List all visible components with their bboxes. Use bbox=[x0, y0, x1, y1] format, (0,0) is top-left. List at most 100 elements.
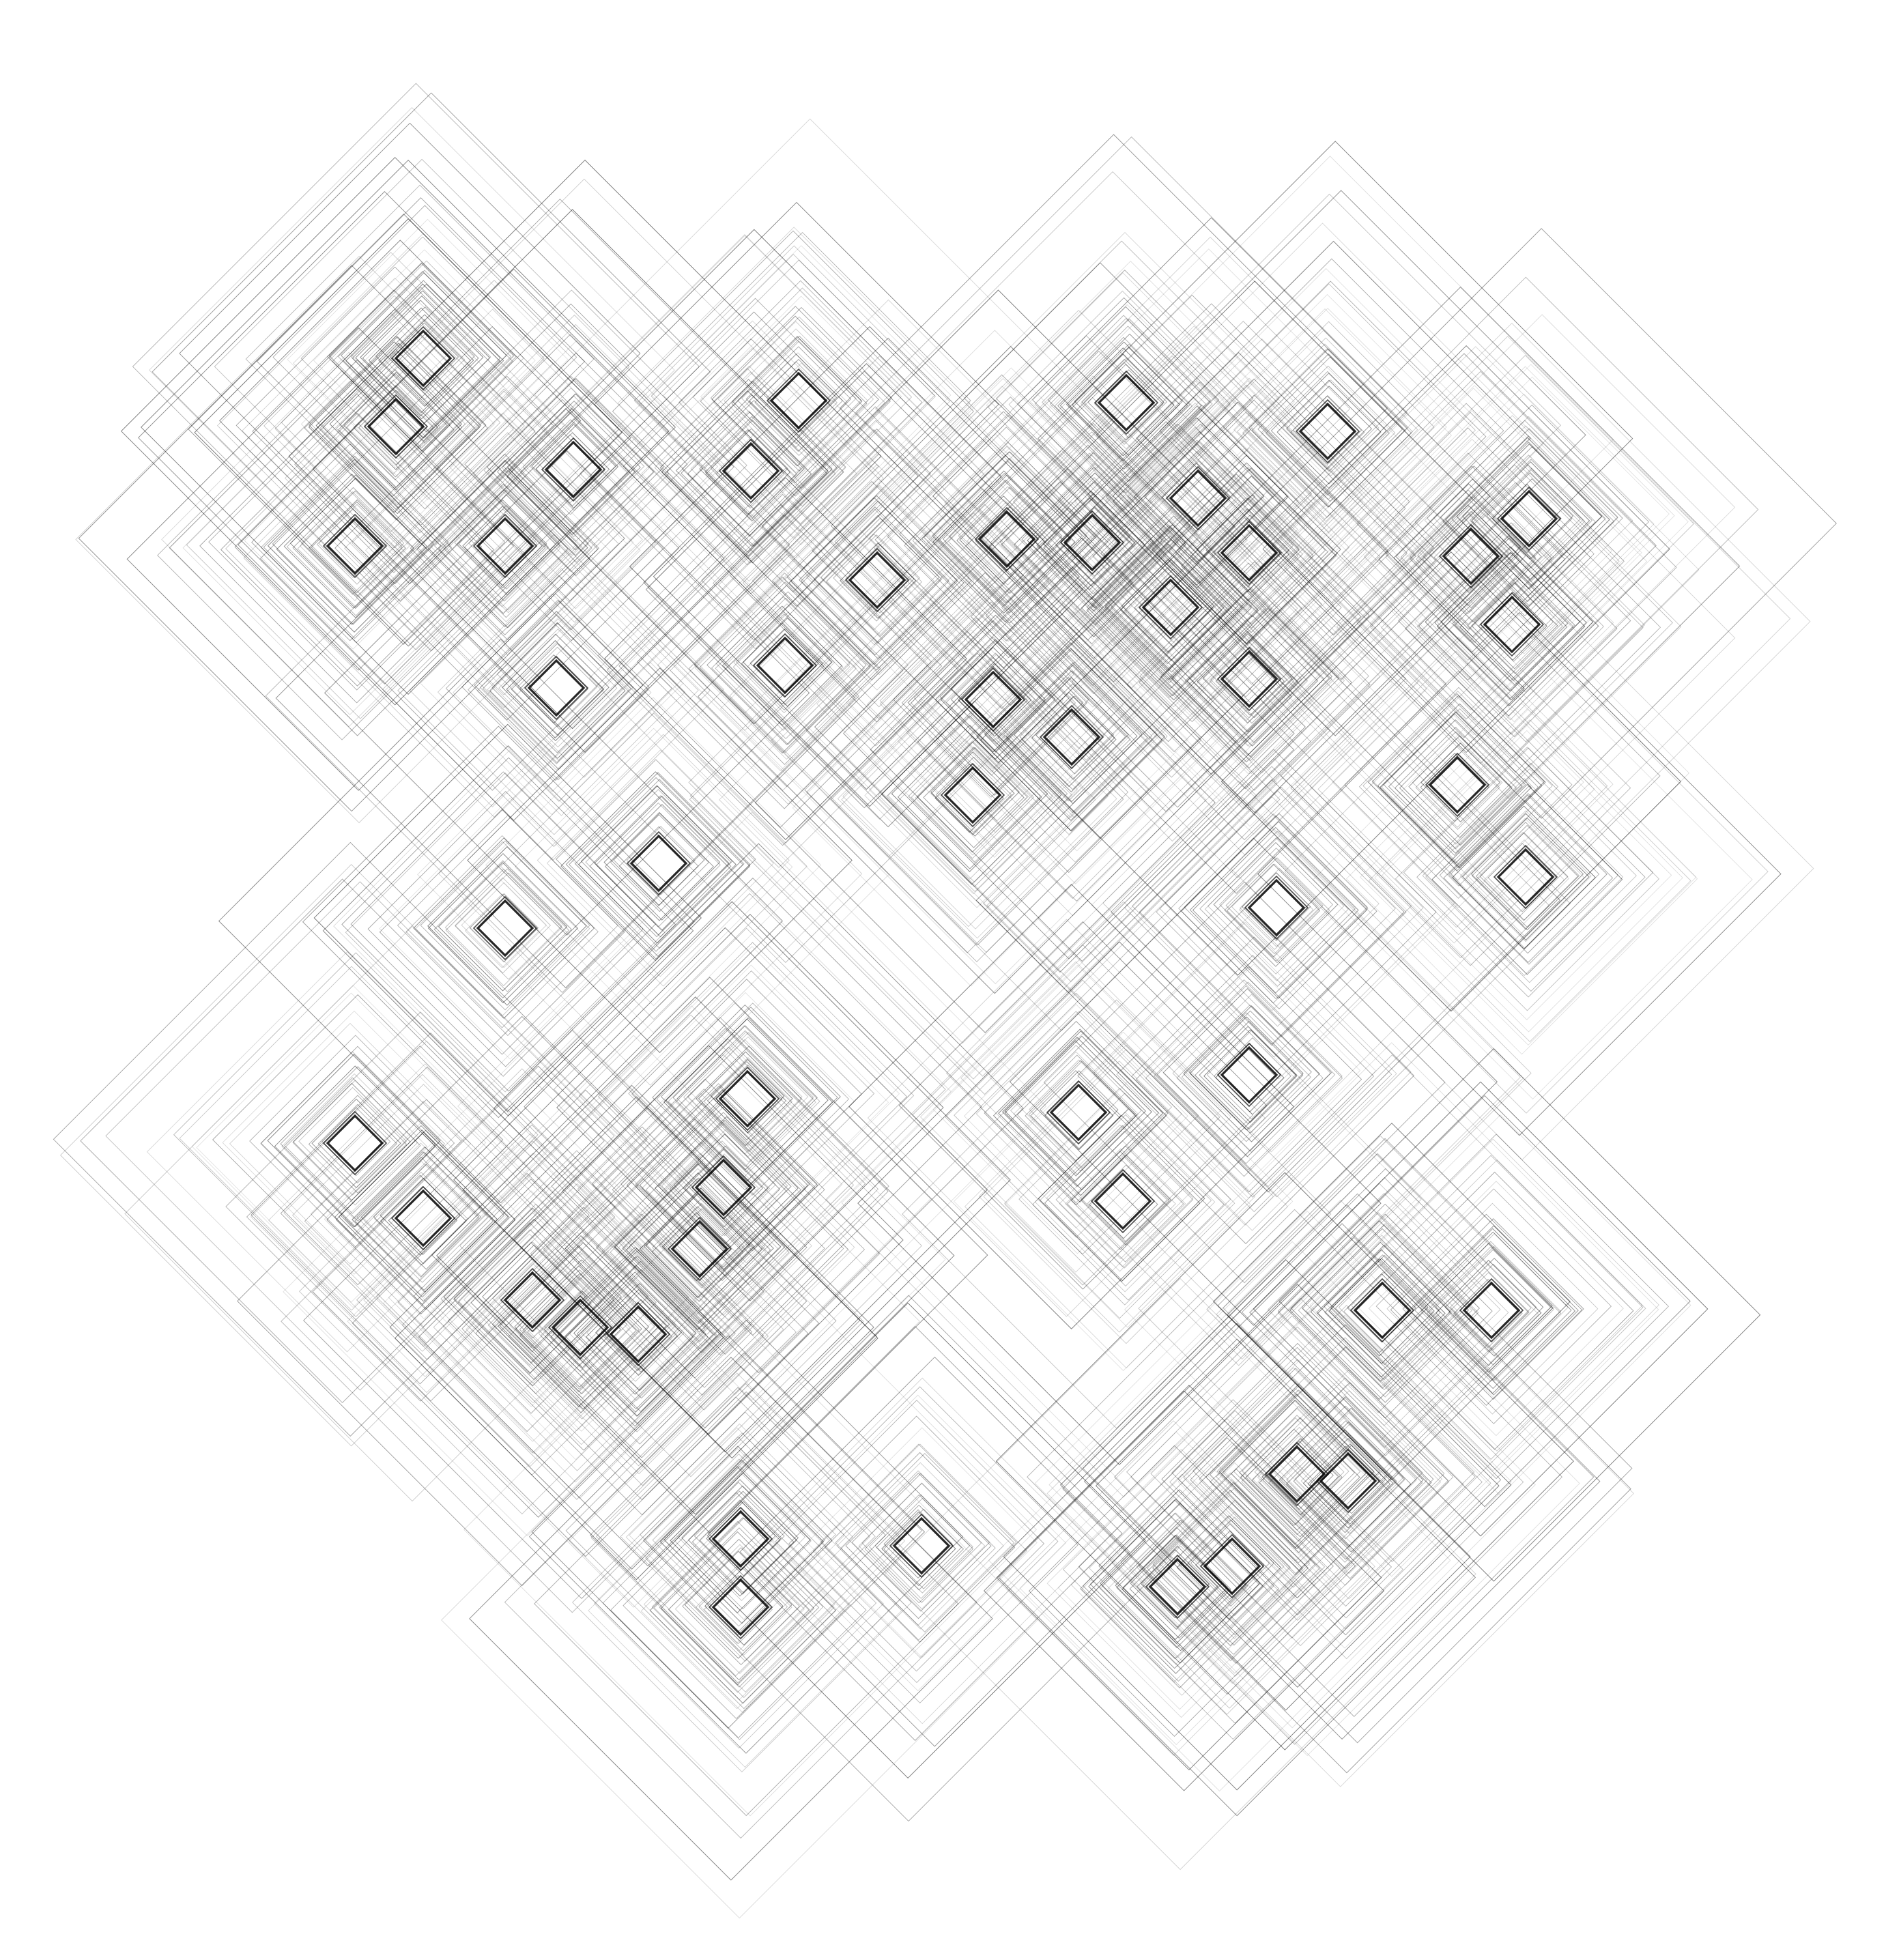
diamond-ring bbox=[430, 470, 582, 622]
diamond-ring bbox=[350, 771, 656, 1077]
diamond-ring bbox=[651, 1206, 744, 1299]
diamond-ring bbox=[1239, 872, 1314, 947]
diamond-ring bbox=[1093, 529, 1244, 680]
diamond-ring bbox=[298, 1086, 408, 1196]
diamond-ring bbox=[1048, 499, 1427, 878]
diamond-ring bbox=[1422, 768, 1637, 983]
diamond-ring bbox=[1175, 280, 1487, 592]
diamond-ring bbox=[496, 385, 1075, 964]
diamond-ring bbox=[550, 1250, 724, 1424]
diamond-ring bbox=[1077, 907, 1414, 1244]
diamond-ring bbox=[292, 1080, 418, 1206]
diamond-ring bbox=[379, 809, 625, 1055]
diamond-ring bbox=[844, 547, 910, 613]
diamond-ring bbox=[1216, 1389, 1381, 1553]
diamond-ring bbox=[1210, 1345, 1483, 1619]
diamond-ring bbox=[1098, 1437, 1356, 1695]
diamond-ring bbox=[1286, 1421, 1412, 1547]
diamond-ring bbox=[1005, 670, 1138, 803]
diamond-ring bbox=[1141, 578, 1200, 637]
diamond-ring bbox=[1175, 475, 1328, 629]
diamond-ring bbox=[1358, 687, 1558, 887]
diamond-ring bbox=[234, 423, 483, 671]
diamond-ring bbox=[792, 629, 1150, 987]
diamond-ring bbox=[1004, 1081, 1251, 1328]
diamond-ring bbox=[1405, 522, 1618, 735]
diamond-ring bbox=[1245, 1428, 1343, 1526]
diamond-ring bbox=[1183, 1367, 1404, 1588]
diamond-ring bbox=[629, 1178, 765, 1315]
diamond-ring bbox=[1233, 1369, 1464, 1600]
diamond-ring bbox=[609, 299, 1168, 858]
diamond-ring bbox=[1047, 318, 1212, 482]
diamond-ring bbox=[690, 410, 808, 528]
diamond-ring bbox=[581, 1276, 696, 1391]
diamond-ring bbox=[960, 667, 1026, 732]
diamond-ring bbox=[543, 1291, 621, 1368]
diamond-ring bbox=[1044, 338, 1480, 774]
diamond-ring bbox=[1031, 696, 1115, 780]
diamond-ring bbox=[1309, 637, 1608, 936]
diamond-ring bbox=[1001, 452, 1186, 637]
diamond-ring bbox=[694, 576, 878, 760]
diamond-ring bbox=[1315, 1448, 1381, 1514]
diamond-ring bbox=[586, 1284, 685, 1382]
diamond-ring bbox=[952, 248, 1466, 763]
diamond-ring bbox=[1021, 691, 1117, 788]
diamond-ring bbox=[394, 1096, 878, 1581]
diamond-ring bbox=[138, 191, 631, 684]
diamond-ring bbox=[1431, 783, 1623, 975]
diamond-ring bbox=[1192, 1368, 1399, 1574]
diamond-ring bbox=[259, 326, 725, 791]
diamond-ring bbox=[344, 388, 664, 708]
diamond-ring bbox=[749, 1377, 1096, 1725]
diamond-ring bbox=[1213, 841, 1339, 967]
diamond-ring bbox=[647, 355, 1112, 820]
diamond-ring bbox=[1121, 559, 1215, 652]
diamond-ring bbox=[141, 160, 676, 695]
diamond-ring bbox=[597, 942, 908, 1252]
diamond-ring bbox=[711, 591, 865, 745]
diamond-ring bbox=[950, 401, 1525, 976]
diamond-ring bbox=[763, 463, 990, 691]
diamond-ring bbox=[1189, 497, 1304, 611]
diamond-ring bbox=[986, 261, 1275, 550]
diamond-ring bbox=[908, 442, 1109, 642]
diamond-ring bbox=[565, 772, 751, 957]
diamond-ring bbox=[1126, 562, 1371, 807]
diamond-ring bbox=[149, 106, 675, 633]
diamond-ring bbox=[756, 636, 814, 695]
diamond-ring bbox=[179, 122, 641, 584]
diamond-ring bbox=[476, 1231, 677, 1432]
diamond-ring bbox=[929, 355, 1416, 842]
diamond-ring bbox=[472, 1212, 691, 1432]
diamond-ring bbox=[754, 361, 838, 444]
diamond-ring bbox=[1435, 1260, 1542, 1366]
diamond-ring bbox=[604, 946, 900, 1242]
diamond-ring bbox=[590, 1387, 886, 1684]
diamond-ring bbox=[576, 1269, 706, 1399]
diamond-ring bbox=[553, 893, 946, 1286]
diamond-ring bbox=[1080, 520, 1259, 698]
diamond-ring bbox=[1429, 1246, 1553, 1370]
diamond-ring bbox=[1008, 290, 1237, 519]
diamond-ring bbox=[1381, 496, 1644, 759]
diamond-ring bbox=[595, 802, 721, 927]
diamond-ring bbox=[358, 390, 434, 465]
diamond-ring bbox=[1078, 1410, 1392, 1724]
diamond-ring bbox=[1377, 703, 1543, 869]
diamond-ring bbox=[1450, 799, 1600, 949]
diamond-ring bbox=[463, 1243, 1038, 1817]
diamond-ring bbox=[703, 1057, 792, 1147]
diamond-ring bbox=[1262, 345, 1670, 753]
diamond-ring bbox=[1459, 1278, 1524, 1343]
diamond-ring bbox=[276, 474, 428, 625]
diamond-ring bbox=[332, 270, 513, 452]
diamond-ring bbox=[675, 394, 829, 547]
diamond-ring bbox=[1385, 465, 1563, 644]
diamond-ring bbox=[1362, 691, 1553, 881]
diamond-ring bbox=[1046, 156, 1614, 723]
diamond-ring bbox=[352, 283, 501, 433]
diamond-ring bbox=[500, 712, 808, 1020]
diamond-ring bbox=[653, 363, 1080, 790]
